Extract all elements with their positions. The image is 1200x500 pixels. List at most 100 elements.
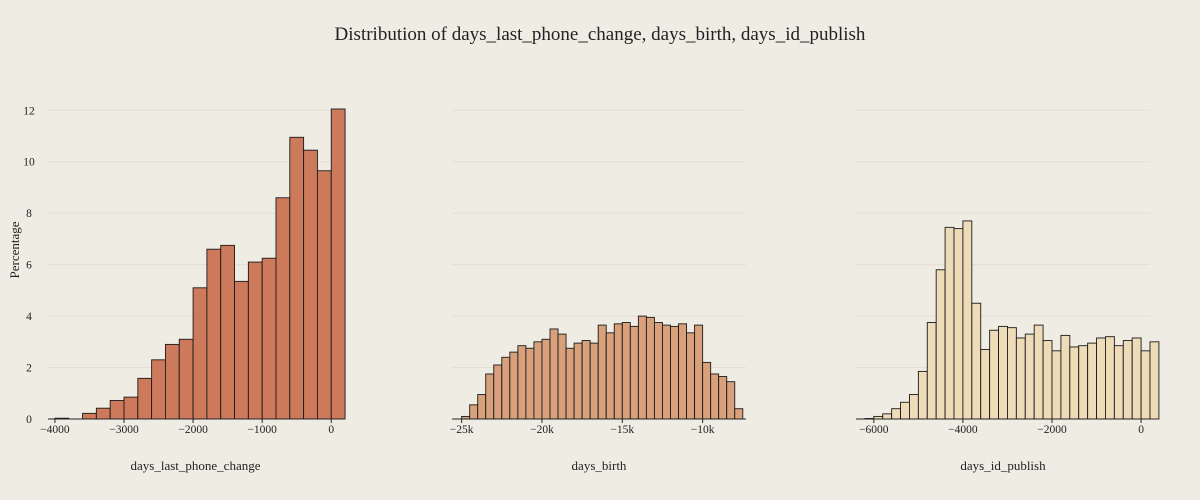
histogram-bar [1033,324,1044,420]
histogram-bar [234,280,249,420]
panel-2: −25k −20k −15k −10k days_birth [450,109,746,473]
histogram-bar [303,149,318,420]
histogram-bar [882,413,893,420]
histogram-bar [1096,337,1106,420]
histogram-bar [573,342,583,420]
histogram-bar [220,244,235,420]
histogram-bar [900,401,910,420]
histogram-bar [926,322,937,420]
x-tick-label: −3000 [109,424,139,436]
histogram-bar [1007,327,1017,420]
histogram-bar [330,108,346,420]
histogram-bar [493,364,503,420]
x-tick-label: −15k [610,424,634,436]
histogram-bar [980,349,991,420]
histogram-bar [1087,342,1097,420]
histogram-bar [662,324,671,420]
x-axis-title: days_last_phone_change [131,458,261,473]
histogram-bar [95,407,111,420]
histogram-bar [178,338,194,420]
histogram-bar [137,377,153,420]
histogram-bar [678,323,688,420]
histogram-bar [1149,341,1160,420]
histogram-bar [670,325,679,420]
histogram-bar [581,340,591,420]
histogram-bar [206,248,222,420]
histogram-bar [1105,336,1115,420]
histogram-bar [82,412,97,420]
histogram-bar [653,322,663,420]
histogram-bar [109,400,125,420]
x-tick-label: −4000 [948,424,978,436]
histogram-bar [525,347,535,420]
histogram-bar [316,170,332,420]
x-tick-label: −20k [530,424,554,436]
y-tick-label: 8 [26,208,32,220]
histogram-bar [944,226,955,420]
histogram-bar [1024,333,1035,420]
histogram-bar [477,394,487,420]
chart-title: Distribution of days_last_phone_change, … [335,24,866,45]
histogram-bar [1122,340,1133,420]
histogram-bar [549,328,559,420]
x-tick-label: −1000 [247,424,277,436]
y-tick-label: 10 [23,157,35,169]
y-axis-title: Percentage [7,221,22,278]
histogram-bar [734,408,744,420]
histogram-bar [645,316,655,420]
y-tick-label: 2 [26,363,32,375]
histogram-bar [533,341,543,420]
histogram-bar [621,322,631,420]
histogram-bar [1069,346,1080,420]
y-tick-label: 0 [26,414,32,426]
x-tick-label: −25k [450,424,474,436]
histogram-bar [686,332,696,420]
histogram-bar [909,394,919,420]
histogram-bar [1113,345,1124,420]
histogram-bar [962,220,973,420]
x-tick-label: −10k [691,424,715,436]
histogram-bar [164,343,180,420]
x-tick-label: 0 [328,424,334,436]
histogram-bar [275,197,291,420]
histogram-bar [469,404,479,420]
histogram-bar [710,373,720,420]
histogram-bar [541,338,551,420]
histogram-bar [151,359,166,420]
histogram-bar [123,396,139,420]
x-tick-label: −2000 [178,424,208,436]
histogram-bar [1078,345,1089,420]
histogram-bar [726,381,736,420]
x-tick-label: −6000 [859,424,889,436]
histogram-bar [589,342,599,420]
histogram-bar [485,373,495,420]
histogram-bar [891,408,901,420]
histogram-bar [637,315,647,420]
histogram-bar [953,228,964,420]
histogram-bar [1131,337,1142,420]
histogram-bar [989,329,999,420]
histogram-bar [509,351,519,420]
histogram-bar [261,257,277,420]
histogram-bar [935,269,946,420]
x-axis-title: days_birth [572,458,627,473]
histogram-bar [1051,350,1062,420]
histogram-bar [597,324,607,420]
panel-3: −6000 −4000 −2000 0 days_id_publish [856,109,1160,473]
panel-1: 0 2 4 6 8 10 12 −4000 −3000 −2000 −1000 0 days_last_… [23,105,346,473]
histogram-bar [1015,337,1026,420]
x-tick-label: 0 [1138,424,1144,436]
histogram-bar [192,287,208,420]
histogram-bar [971,302,982,420]
histogram-bar [917,370,928,420]
x-tick-label: −2000 [1037,424,1067,436]
x-tick-label: −4000 [40,424,70,436]
histogram-bar [694,324,704,420]
histogram-bar [501,356,511,420]
histogram-bar [702,361,712,420]
histogram-bar [1060,334,1071,420]
histogram-bar [613,323,623,420]
y-tick-label: 4 [26,311,32,323]
